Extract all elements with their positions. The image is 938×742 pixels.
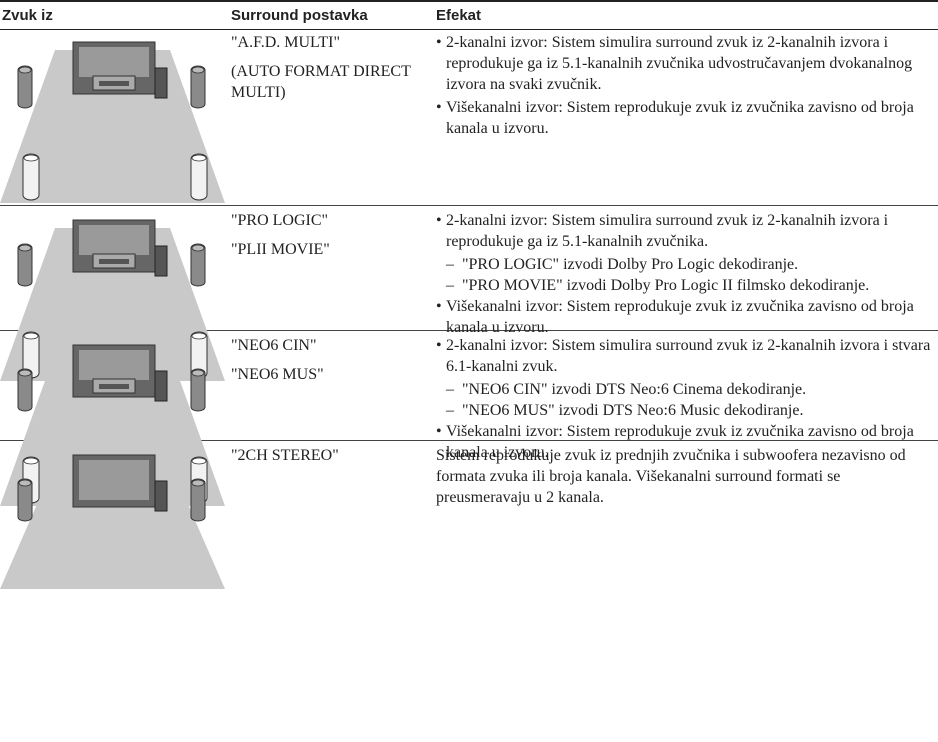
illustration-cell [0,441,225,596]
settings-cell: "A.F.D. MULTI" (AUTO FORMAT DIRECT MULTI) [231,32,426,111]
bullet-item: Višekanalni izvor: Sistem reprodukuje zv… [436,97,936,139]
setting-name: "PRO LOGIC" [231,212,329,229]
table-row: "2CH STEREO" Sistem reprodukuje zvuk iz p… [0,441,938,742]
illustration-cell [0,28,225,210]
speaker-illustration [0,41,225,203]
header-cell: Efekat [436,7,482,24]
table-header: Zvuk iz Surround postavka Efekat [0,0,938,30]
bullet-item: Višekanalni izvor: Sistem reprodukuje zv… [436,421,936,463]
header-cell: Surround postavka [231,7,368,24]
dash-item: "PRO LOGIC" izvodi Dolby Pro Logic dekod… [436,254,936,275]
effect-text: Sistem reprodukuje zvuk iz prednjih zvuč… [436,447,906,506]
setting-name: (AUTO FORMAT DIRECT MULTI) [231,63,411,101]
bullet-item: Višekanalni izvor: Sistem reprodukuje zv… [436,296,936,338]
table-row: "A.F.D. MULTI" (AUTO FORMAT DIRECT MULTI)… [0,28,938,206]
dash-item: "PRO MOVIE" izvodi Dolby Pro Logic II fi… [436,275,936,296]
header-cell: Zvuk iz [2,7,53,24]
effect-cell: 2-kanalni izvor: Sistem simulira surroun… [436,335,936,465]
speaker-illustration [0,454,225,589]
settings-cell: "2CH STEREO" [231,445,426,474]
effect-cell: 2-kanalni izvor: Sistem simulira surroun… [436,32,936,141]
effect-cell: 2-kanalni izvor: Sistem simulira surroun… [436,210,936,340]
illustration-cell [0,206,225,388]
bullet-item: 2-kanalni izvor: Sistem simulira surroun… [436,335,936,377]
table-row: "NEO6 CIN" "NEO6 MUS" 2-kanalni izvor: Sis… [0,331,938,506]
setting-name: "2CH STEREO" [231,447,339,464]
setting-name: "PLII MOVIE" [231,241,330,258]
bullet-item: 2-kanalni izvor: Sistem simulira surroun… [436,32,936,95]
speaker-illustration [0,219,225,381]
dash-item: "NEO6 CIN" izvodi DTS Neo:6 Cinema dekod… [436,379,936,400]
bullet-item: 2-kanalni izvor: Sistem simulira surroun… [436,210,936,252]
setting-name: "NEO6 CIN" [231,337,317,354]
dash-item: "NEO6 MUS" izvodi DTS Neo:6 Music dekodi… [436,400,936,421]
effect-cell: Sistem reprodukuje zvuk iz prednjih zvuč… [436,445,936,508]
setting-name: "A.F.D. MULTI" [231,34,340,51]
setting-name: "NEO6 MUS" [231,366,324,383]
settings-cell: "NEO6 CIN" "NEO6 MUS" [231,335,426,393]
table-row: "PRO LOGIC" "PLII MOVIE" 2-kanalni izvor: … [0,206,938,381]
settings-cell: "PRO LOGIC" "PLII MOVIE" [231,210,426,268]
